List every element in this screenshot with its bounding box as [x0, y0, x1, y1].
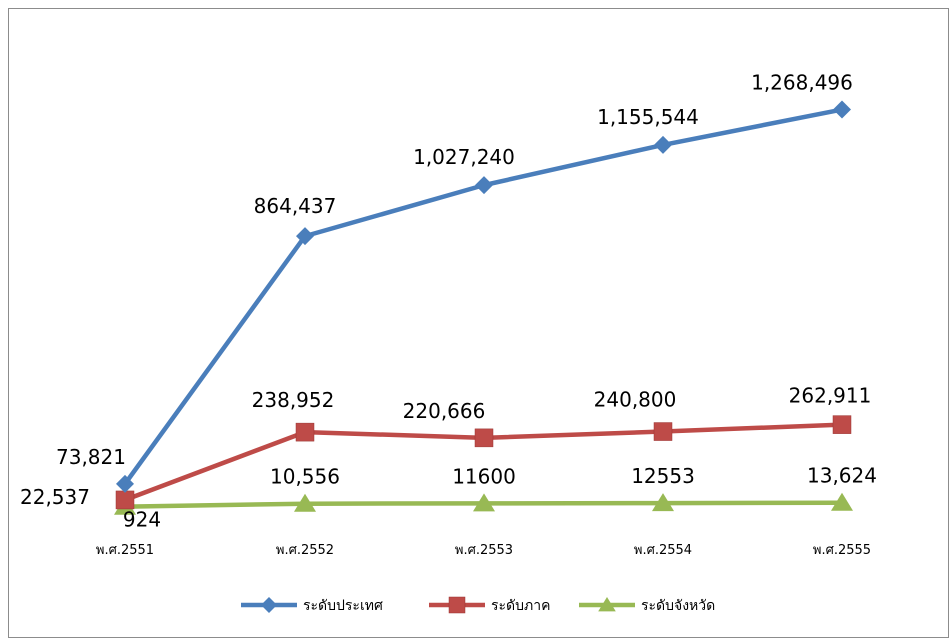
data-label: 1,155,544: [597, 105, 699, 129]
data-label: 73,821: [56, 445, 126, 469]
series-1-point-5: [833, 100, 851, 119]
x-tick-label: พ.ศ.2554: [634, 543, 692, 558]
legend-swatch-marker: [261, 597, 277, 613]
series-1-point-1: [116, 474, 134, 493]
series-2-point-3: [474, 428, 494, 448]
series-3-point-3: [473, 493, 495, 512]
chart-frame: 73,821 864,437 1,027,240 1,155,544 1,268,496…: [8, 8, 949, 638]
data-label: 10,556: [270, 465, 340, 489]
line-chart: 73,821 864,437 1,027,240 1,155,544 1,268,496…: [20, 71, 877, 614]
data-label: 12553: [631, 464, 695, 488]
x-tick-label: พ.ศ.2555: [813, 543, 871, 558]
legend-label: ระดับประเทศ: [303, 598, 383, 614]
data-label: 240,800: [594, 388, 677, 412]
legend: ระดับประเทศ ระดับภาค ระดับจังหวัด: [241, 596, 715, 614]
series-2-point-2: [295, 422, 315, 442]
series-1-point-2: [296, 227, 314, 246]
data-label: 1,027,240: [413, 145, 515, 169]
legend-item: ระดับภาค: [429, 596, 550, 614]
data-label: 11600: [452, 464, 516, 488]
x-tick-label: พ.ศ.2552: [276, 543, 334, 558]
series-markers: [114, 100, 853, 515]
series-2-point-1: [115, 490, 135, 510]
legend-item: ระดับจังหวัด: [579, 597, 715, 614]
data-label: 220,666: [403, 399, 486, 423]
series-1-point-3: [475, 176, 493, 195]
series-2-point-4: [653, 422, 673, 441]
legend-label: ระดับภาค: [491, 598, 550, 614]
series-1-point-4: [654, 135, 672, 154]
series-2-point-5: [832, 415, 852, 434]
data-label: 262,911: [789, 384, 872, 408]
x-tick-label: พ.ศ.2553: [455, 543, 513, 558]
x-axis-tick-labels: พ.ศ.2551 พ.ศ.2552 พ.ศ.2553 พ.ศ.2554 พ.ศ.2555: [96, 543, 871, 558]
data-label: 924: [123, 508, 161, 532]
series-3-point-5: [831, 492, 853, 511]
legend-label: ระดับจังหวัด: [641, 598, 715, 614]
series-3-point-4: [652, 493, 674, 512]
legend-swatch-marker: [448, 596, 466, 614]
series-3-point-2: [294, 493, 316, 512]
legend-item: ระดับประเทศ: [241, 597, 383, 614]
data-label: 1,268,496: [751, 71, 853, 95]
data-label: 13,624: [807, 464, 877, 488]
data-label: 238,952: [252, 388, 335, 412]
data-label: 864,437: [254, 194, 337, 218]
legend-swatch-marker: [598, 597, 616, 612]
x-tick-label: พ.ศ.2551: [96, 543, 154, 558]
data-labels: 73,821 864,437 1,027,240 1,155,544 1,268,496…: [20, 71, 877, 532]
data-label: 22,537: [20, 485, 90, 509]
